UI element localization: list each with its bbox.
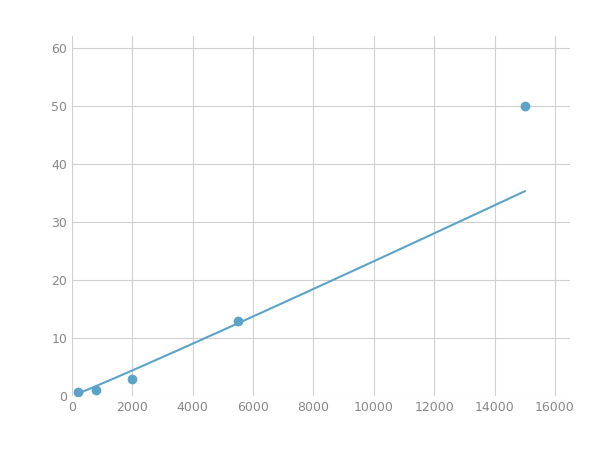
Point — [520, 102, 530, 109]
Point — [128, 375, 137, 382]
Point — [233, 317, 243, 324]
Point — [73, 388, 83, 396]
Point — [91, 387, 101, 394]
